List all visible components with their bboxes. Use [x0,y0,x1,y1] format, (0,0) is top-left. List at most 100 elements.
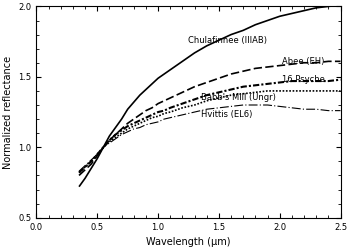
Hvittis (EL6) [156,120,160,124]
Text: Chulafinnee (IIIAB): Chulafinnee (IIIAB) [189,36,267,45]
Chulafinnee (IIIAB) [253,23,258,26]
Chulafinnee (IIIAB) [205,44,209,47]
Babb's Mill (Ungr) [326,90,330,92]
Abee (EH) [217,77,221,80]
Y-axis label: Normalized reflectance: Normalized reflectance [3,56,13,168]
Chulafinnee (IIIAB) [156,77,160,80]
Chulafinnee (IIIAB) [217,39,221,42]
Hvittis (EL6) [138,126,142,129]
Hvittis (EL6) [126,130,130,133]
16 Psyche [83,166,87,168]
Line: Abee (EH): Abee (EH) [79,61,341,176]
Hvittis (EL6) [95,153,99,156]
Babb's Mill (Ungr) [113,136,118,139]
Chulafinnee (IIIAB) [144,88,148,91]
Abee (EH) [253,67,258,70]
16 Psyche [138,119,142,122]
Abee (EH) [132,118,136,120]
Chulafinnee (IIIAB) [138,94,142,97]
Babb's Mill (Ungr) [150,116,154,119]
Hvittis (EL6) [326,109,330,112]
Chulafinnee (IIIAB) [302,9,306,12]
16 Psyche [101,146,105,149]
16 Psyche [193,98,197,101]
16 Psyche [326,80,330,82]
Babb's Mill (Ungr) [290,90,294,92]
X-axis label: Wavelength (μm): Wavelength (μm) [146,237,231,247]
16 Psyche [162,109,166,112]
16 Psyche [265,82,270,86]
Abee (EH) [150,106,154,109]
Hvittis (EL6) [278,105,282,108]
Abee (EH) [229,72,233,76]
Babb's Mill (Ungr) [126,128,130,130]
Chulafinnee (IIIAB) [180,60,184,63]
Abee (EH) [89,163,93,166]
Abee (EH) [290,63,294,66]
Chulafinnee (IIIAB) [338,4,343,6]
Chulafinnee (IIIAB) [265,19,270,22]
Hvittis (EL6) [150,122,154,125]
Babb's Mill (Ungr) [119,132,124,135]
Hvittis (EL6) [101,146,105,149]
Chulafinnee (IIIAB) [89,167,93,170]
Line: Babb's Mill (Ungr): Babb's Mill (Ungr) [79,91,341,172]
Hvittis (EL6) [162,118,166,120]
Chulafinnee (IIIAB) [241,29,245,32]
16 Psyche [278,81,282,84]
Hvittis (EL6) [290,106,294,109]
Abee (EH) [95,154,99,157]
Abee (EH) [162,99,166,102]
Chulafinnee (IIIAB) [278,15,282,18]
Abee (EH) [101,146,105,149]
Chulafinnee (IIIAB) [150,82,154,86]
Babb's Mill (Ungr) [132,125,136,128]
Abee (EH) [193,85,197,88]
Hvittis (EL6) [193,110,197,114]
Babb's Mill (Ungr) [278,90,282,92]
Hvittis (EL6) [180,113,184,116]
Line: Chulafinnee (IIIAB): Chulafinnee (IIIAB) [79,5,341,187]
Abee (EH) [278,64,282,67]
Babb's Mill (Ungr) [77,171,81,174]
16 Psyche [314,80,318,82]
Abee (EH) [314,61,318,64]
Hvittis (EL6) [338,109,343,112]
16 Psyche [156,110,160,114]
Babb's Mill (Ungr) [144,119,148,122]
Abee (EH) [144,109,148,112]
16 Psyche [229,88,233,91]
Hvittis (EL6) [205,108,209,111]
Chulafinnee (IIIAB) [229,33,233,36]
Text: 16 Psyche: 16 Psyche [282,75,325,84]
Babb's Mill (Ungr) [241,92,245,95]
16 Psyche [205,94,209,97]
Hvittis (EL6) [217,106,221,109]
16 Psyche [89,160,93,163]
Chulafinnee (IIIAB) [193,52,197,54]
16 Psyche [290,80,294,82]
Line: 16 Psyche: 16 Psyche [79,80,341,172]
Babb's Mill (Ungr) [217,96,221,100]
Abee (EH) [180,91,184,94]
Text: Abee (EH): Abee (EH) [282,57,324,66]
Hvittis (EL6) [144,123,148,126]
Babb's Mill (Ungr) [265,90,270,92]
Chulafinnee (IIIAB) [132,101,136,104]
16 Psyche [150,113,154,116]
Chulafinnee (IIIAB) [101,146,105,149]
Babb's Mill (Ungr) [107,140,112,143]
16 Psyche [302,80,306,82]
Chulafinnee (IIIAB) [314,6,318,9]
16 Psyche [95,153,99,156]
Abee (EH) [168,96,172,100]
Abee (EH) [119,128,124,130]
Babb's Mill (Ungr) [253,91,258,94]
16 Psyche [144,116,148,119]
Hvittis (EL6) [119,133,124,136]
16 Psyche [126,125,130,128]
16 Psyche [241,85,245,88]
Hvittis (EL6) [89,158,93,162]
Babb's Mill (Ungr) [156,115,160,118]
Hvittis (EL6) [241,104,245,106]
